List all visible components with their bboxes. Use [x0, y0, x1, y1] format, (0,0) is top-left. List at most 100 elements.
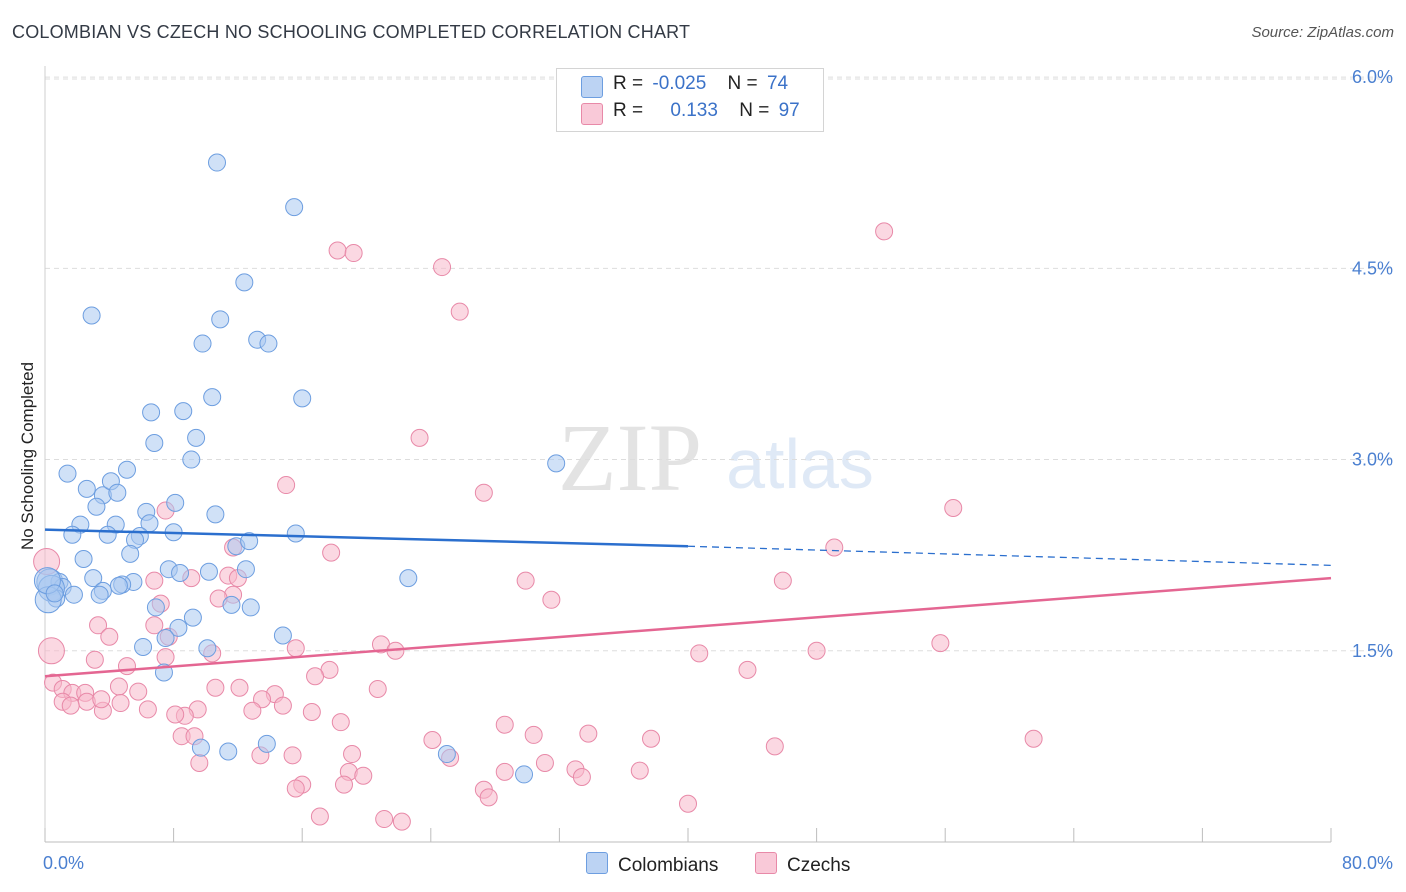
colombian-point	[219, 742, 238, 761]
x-tick-label-min: 0.0%	[43, 853, 84, 873]
czech-point	[1024, 729, 1043, 748]
czech-point	[542, 590, 561, 609]
czech-point	[166, 705, 185, 724]
colombian-point	[183, 608, 202, 627]
czech-point	[328, 241, 347, 260]
czech-point	[109, 677, 128, 696]
czech-point	[302, 702, 321, 721]
legend-swatch-pink	[755, 852, 777, 874]
czech-point	[738, 660, 757, 679]
czech-point	[516, 571, 535, 590]
czech-point	[354, 766, 373, 785]
czech-point	[765, 737, 784, 756]
colombian-point	[259, 334, 278, 353]
y-tick-label: 3.0%	[1352, 450, 1393, 470]
legend-item-colombians: Colombians	[586, 852, 718, 877]
czech-point	[61, 696, 80, 715]
czech-point	[474, 483, 493, 502]
legend-swatch-blue	[581, 76, 603, 98]
colombian-point	[193, 334, 212, 353]
colombian-point	[198, 639, 217, 658]
colombian-trend-extension	[687, 545, 1332, 567]
colombian-point	[121, 544, 140, 563]
colombian-point	[240, 532, 259, 551]
czech-point	[331, 713, 350, 732]
colombian-point	[293, 389, 312, 408]
colombian-point	[171, 564, 190, 583]
legend-item-czechs: Czechs	[755, 852, 850, 877]
legend-n-label: N =	[727, 73, 758, 94]
czech-point	[875, 222, 894, 241]
czech-point	[100, 627, 119, 646]
czech-point	[931, 634, 950, 653]
czech-point	[129, 682, 148, 701]
czech-point	[273, 696, 292, 715]
colombian-point	[169, 618, 188, 637]
czech-point	[535, 753, 554, 772]
colombian-point	[208, 153, 227, 172]
colombian-point	[286, 524, 305, 543]
czech-point	[117, 657, 136, 676]
colombian-point	[58, 464, 77, 483]
legend-n-label: N =	[739, 100, 770, 121]
colombian-point	[182, 450, 201, 469]
colombian-point	[166, 493, 185, 512]
legend-r-value: -0.025	[652, 73, 707, 94]
czech-point	[111, 694, 130, 713]
czech-point	[479, 788, 498, 807]
colombian-point	[241, 598, 260, 617]
colombian-trend-line	[44, 528, 689, 548]
czech-point	[277, 476, 296, 495]
czech-point	[243, 701, 262, 720]
stats-legend: R = -0.025 N = 74 R = 0.133 N = 97	[556, 68, 824, 132]
czech-point	[630, 761, 649, 780]
colombian-point	[187, 428, 206, 447]
czech-point	[368, 680, 387, 699]
colombian-point	[257, 734, 276, 753]
czech-point	[286, 779, 305, 798]
colombian-point	[108, 483, 127, 502]
colombian-point	[74, 549, 93, 568]
colombian-point	[211, 310, 230, 329]
colombian-point	[90, 585, 109, 604]
colombian-point	[206, 505, 225, 524]
tick-labels: 1.5% 3.0% 4.5% 6.0% 0.0% 80.0%	[43, 67, 1393, 873]
legend-swatch-pink	[581, 103, 603, 125]
legend-n-value: 97	[778, 100, 800, 121]
czech-point	[450, 302, 469, 321]
czech-point	[306, 667, 325, 686]
czech-point	[310, 807, 329, 826]
czech-point	[807, 641, 826, 660]
legend-r-value: 0.133	[670, 100, 718, 121]
legend-label-czechs: Czechs	[787, 855, 851, 876]
colombian-point	[399, 569, 418, 588]
czech-point	[375, 810, 394, 829]
colombian-point	[45, 584, 64, 603]
colombian-point	[134, 637, 153, 656]
czech-point	[230, 678, 249, 697]
czech-point	[206, 678, 225, 697]
czech-point	[773, 571, 792, 590]
colombian-point	[142, 403, 161, 422]
czech-point	[286, 639, 305, 658]
czech-point	[495, 762, 514, 781]
trend-lines	[44, 528, 1332, 678]
czech-point	[423, 731, 442, 750]
czech-point	[343, 745, 362, 764]
czech-point	[138, 700, 157, 719]
czech-point	[253, 690, 272, 709]
colombian-point	[84, 569, 103, 588]
colombian-point	[109, 576, 128, 595]
colombian-point	[146, 598, 165, 617]
colombian-point	[117, 460, 136, 479]
colombian-point	[285, 198, 304, 217]
watermark-atlas: atlas	[726, 425, 874, 503]
legend-r-label: R =	[613, 73, 644, 94]
x-tick-label-max: 80.0%	[1342, 853, 1393, 873]
czech-point	[392, 812, 411, 831]
colombian-point	[547, 454, 566, 473]
czech-point	[283, 746, 302, 765]
y-tick-label: 6.0%	[1352, 67, 1393, 87]
czech-point	[156, 648, 175, 667]
czech-trend-line	[44, 576, 1332, 678]
